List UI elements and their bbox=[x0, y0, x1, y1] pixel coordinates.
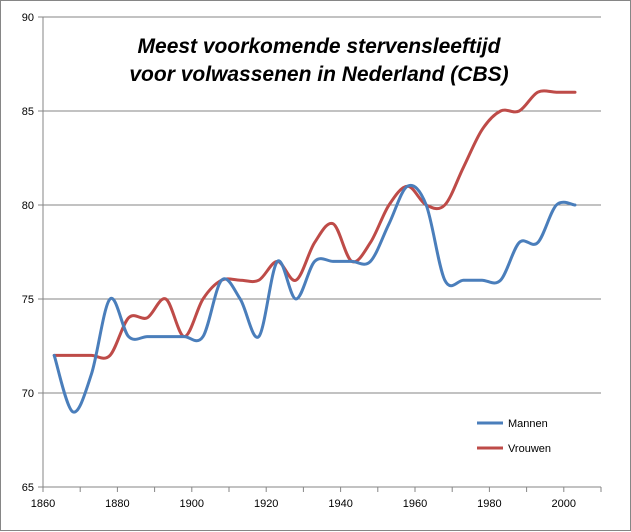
y-tick-label-70: 70 bbox=[22, 388, 34, 400]
series-line-mannen bbox=[52, 183, 577, 414]
series-lines bbox=[52, 89, 577, 414]
x-tick-label-1860: 1860 bbox=[31, 498, 55, 510]
x-axis-ticks: 1860 1880 1900 1920 1940 1960 1980 2000 bbox=[31, 487, 602, 510]
series-line-vrouwen bbox=[52, 89, 577, 360]
y-tick-label-75: 75 bbox=[22, 294, 34, 306]
x-tick-label-1940: 1940 bbox=[328, 498, 352, 510]
y-axis-ticks: 65 70 75 80 85 90 bbox=[22, 12, 43, 494]
y-tick-label-80: 80 bbox=[22, 200, 34, 212]
y-tick-label-90: 90 bbox=[22, 12, 34, 24]
legend-label-mannen: Mannen bbox=[508, 418, 548, 430]
y-tick-label-65: 65 bbox=[22, 482, 34, 494]
chart-title-line-1: Meest voorkomende stervensleeftijd bbox=[138, 35, 502, 58]
chart-title-line-2: voor volwassenen in Nederland (CBS) bbox=[129, 63, 508, 86]
legend-label-vrouwen: Vrouwen bbox=[508, 443, 551, 455]
y-tick-label-85: 85 bbox=[22, 106, 34, 118]
x-tick-label-1960: 1960 bbox=[403, 498, 427, 510]
x-tick-label-1900: 1900 bbox=[180, 498, 204, 510]
x-tick-label-1980: 1980 bbox=[477, 498, 501, 510]
x-tick-label-2000: 2000 bbox=[552, 498, 576, 510]
x-tick-label-1880: 1880 bbox=[105, 498, 129, 510]
legend: Mannen Vrouwen bbox=[477, 418, 551, 455]
axes bbox=[42, 17, 601, 488]
x-tick-label-1920: 1920 bbox=[254, 498, 278, 510]
chart-title: Meest voorkomende stervensleeftijd voor … bbox=[129, 35, 508, 86]
